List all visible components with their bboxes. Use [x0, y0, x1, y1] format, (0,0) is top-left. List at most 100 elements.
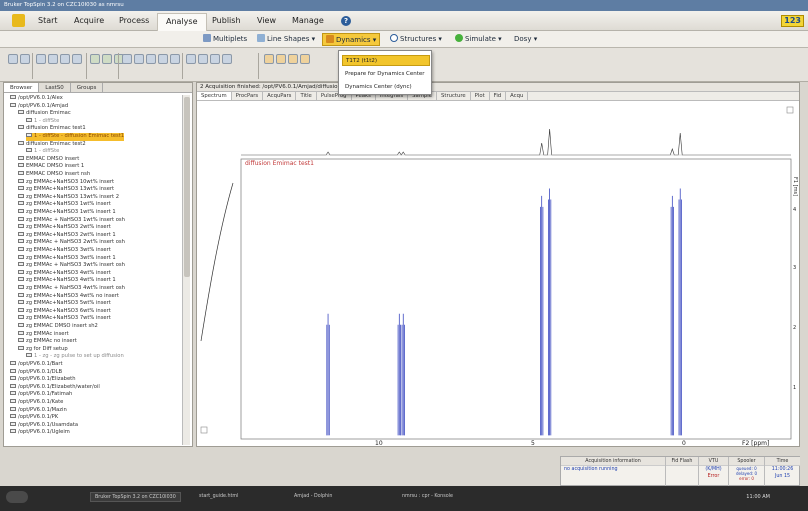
menu-view[interactable]: View — [257, 16, 276, 25]
tree-item[interactable]: zg EMMAc+NaHSO3 1wt% insert 1 — [18, 209, 116, 217]
help-icon[interactable]: ? — [341, 16, 351, 26]
tree-item[interactable]: /opt/PV6.0.1/Mazin — [10, 406, 67, 415]
menu-analyse[interactable]: Analyse — [157, 13, 207, 31]
tree-item[interactable]: /opt/PV6.0.1/DLB — [10, 368, 62, 377]
tree-item[interactable]: /opt/PV6.0.1/Kate — [10, 399, 63, 407]
shift-up-icon[interactable] — [210, 54, 220, 64]
tree-item[interactable]: zg EMMAc+NaHSO3 3wt% insert — [18, 247, 111, 255]
tree-item[interactable]: zg EMMAc+NaHSO3 10wt% insert — [18, 178, 114, 187]
tree-item[interactable]: /opt/PV6.0.1/Ugleim — [10, 429, 70, 437]
tree-item[interactable]: zg EMMAc + NaHSO3 2wt% insert osh — [18, 239, 125, 247]
tree-item[interactable]: diffusion Emimac test1 — [18, 125, 86, 133]
structures-button[interactable]: Structures ▾ — [387, 33, 445, 46]
tree-item[interactable]: /opt/PV6.0.1/Fatimah — [10, 391, 72, 399]
tab-acqupars[interactable]: AcquPars — [263, 92, 297, 100]
calibrate-icon[interactable] — [288, 54, 298, 64]
tab-plot[interactable]: Plot — [471, 92, 490, 100]
reset-icon[interactable] — [36, 54, 46, 64]
tab-peaks[interactable]: Peaks — [352, 92, 376, 100]
tree-item[interactable]: zg EMMAc+NaHSO3 5wt% insert — [18, 300, 111, 308]
menu-publish[interactable]: Publish — [212, 16, 241, 25]
tree-item[interactable]: zg EMMAc no insert — [18, 338, 77, 346]
dynamics-button[interactable]: Dynamics ▾ — [322, 33, 381, 46]
view-d-icon[interactable] — [158, 54, 168, 64]
tab-fid[interactable]: Fid — [490, 92, 507, 100]
spooler-status[interactable]: Spooler queued: 0 delayed: 0 error: 0 — [729, 457, 765, 487]
tab-procpars[interactable]: ProcPars — [232, 92, 264, 100]
multiplets-button[interactable]: Multiplets — [200, 33, 250, 46]
dropdown-dynamics-center[interactable]: Dynamics Center (dync) — [345, 84, 412, 90]
view-a-icon[interactable] — [122, 54, 132, 64]
scale-up-icon[interactable] — [48, 54, 58, 64]
menu-start[interactable]: Start — [38, 16, 58, 25]
tab-groups[interactable]: Groups — [71, 83, 104, 92]
shift-right-icon[interactable] — [198, 54, 208, 64]
save-icon[interactable] — [20, 54, 30, 64]
shift-down-icon[interactable] — [222, 54, 232, 64]
tree-item[interactable]: EMMAC DMSO insert 1 — [18, 163, 84, 171]
tree-item[interactable]: diffusion Emimac test2 — [18, 140, 86, 149]
taskbar-start-guide[interactable]: start_guide.html — [199, 494, 239, 499]
tree-item[interactable]: zg EMMAc+NaHSO3 1wt% insert — [18, 201, 111, 209]
dropdown-t1t2[interactable]: T1T2 (t1t2) — [342, 55, 430, 66]
tab-structure[interactable]: Structure — [437, 92, 471, 100]
tree-item[interactable]: zg EMMAc+NaHSO3 4wt% no insert — [18, 292, 119, 301]
tree-item[interactable]: /opt/PV6.0.1/PK — [10, 414, 58, 422]
open-icon[interactable] — [8, 54, 18, 64]
tree-item[interactable]: EMMAC DMSO insert — [18, 155, 79, 164]
zoom-out-icon[interactable] — [102, 54, 112, 64]
browser-scrollbar[interactable] — [182, 95, 190, 445]
tree-item[interactable]: /opt/PV6.0.1/Elizabeth/water/oil — [10, 383, 100, 392]
tree-item[interactable]: 1 - zg - zg pulse to set up diffusion — [26, 353, 124, 361]
zoom-in-icon[interactable] — [90, 54, 100, 64]
tree-item[interactable]: zg EMMAc+NaHSO3 7wt% insert — [18, 315, 111, 323]
tree-item[interactable]: /opt/PV6.0.1/Bart — [10, 361, 63, 369]
tree-item[interactable]: zg EMMAc + NaHSO3 4wt% insert osh — [18, 285, 125, 293]
tree-item[interactable]: zg EMMAC DMSO insert sh2 — [18, 323, 98, 331]
topspin-logo-icon[interactable] — [12, 14, 25, 27]
view-b-icon[interactable] — [134, 54, 144, 64]
tab-pulseprog[interactable]: PulseProg — [317, 92, 352, 100]
tree-item[interactable]: 1 - diffSte — [26, 148, 59, 156]
tree-item[interactable]: zg EMMAc+NaHSO3 2wt% insert 1 — [18, 231, 116, 240]
view-e-icon[interactable] — [170, 54, 180, 64]
line-shapes-button[interactable]: Line Shapes ▾ — [254, 33, 318, 46]
dosy-button[interactable]: Dosy ▾ — [511, 33, 540, 46]
tree-item[interactable]: zg EMMAc insert — [18, 330, 69, 339]
tab-sample[interactable]: Sample — [408, 92, 438, 100]
baseline-icon[interactable] — [300, 54, 310, 64]
tree-item[interactable]: EMMAC DMSO insert nsh — [18, 171, 90, 179]
tree-item[interactable]: zg EMMAc+NaHSO3 13wt% insert — [18, 186, 114, 194]
tree-item[interactable]: zg EMMAc+NaHSO3 2wt% insert — [18, 224, 111, 232]
tree-item[interactable]: /opt/PV6.0.1/Elizabeth — [10, 376, 76, 384]
scale-x8-icon[interactable] — [72, 54, 82, 64]
tree-item[interactable]: 1 - diffSte — [26, 117, 59, 126]
tab-lasts0[interactable]: LastS0 — [39, 83, 71, 92]
shift-left-icon[interactable] — [186, 54, 196, 64]
simulate-button[interactable]: Simulate ▾ — [452, 33, 505, 46]
tree-item[interactable]: /opt/PV6.0.1/Alex — [10, 95, 63, 103]
integrate-icon[interactable] — [276, 54, 286, 64]
tree-item[interactable]: diffusion Emimac — [18, 110, 71, 118]
spectrum-plot[interactable]: diffusion Emimac test1 10 5 0 F2 [ppm] 4… — [197, 101, 801, 448]
tree-item[interactable]: zg for Diff setup — [18, 345, 68, 354]
tab-spectrum[interactable]: Spectrum — [197, 92, 232, 100]
taskbar-topspin[interactable]: Bruker TopSpin 3.2 on CZC10I030 — [90, 492, 181, 502]
tree-item[interactable]: 1 - diffSte - diffusion Emimac test1 — [26, 133, 125, 141]
tree-item[interactable]: zg EMMAc + NaHSO3 3wt% insert osh — [18, 262, 125, 270]
tree-item[interactable]: zg EMMAc+NaHSO3 4wt% insert — [18, 269, 111, 278]
menu-acquire[interactable]: Acquire — [74, 16, 105, 25]
tab-browser[interactable]: Browser — [4, 83, 40, 92]
tree-item[interactable]: zg EMMAc+NaHSO3 4wt% insert 1 — [18, 277, 116, 285]
tree-item[interactable]: zg EMMAc + NaHSO3 1wt% insert osh — [18, 216, 125, 225]
scale-down-icon[interactable] — [60, 54, 70, 64]
taskbar-dolphin[interactable]: Amjad - Dolphin — [294, 494, 333, 499]
tree-item[interactable]: zg EMMAc+NaHSO3 13wt% insert 2 — [18, 193, 119, 202]
menu-process[interactable]: Process — [119, 16, 150, 25]
tab-title[interactable]: Title — [296, 92, 317, 100]
menu-manage[interactable]: Manage — [292, 16, 324, 25]
dropdown-prepare-dynamics[interactable]: Prepare for Dynamics Center — [345, 71, 425, 77]
tab-acqu[interactable]: Acqu — [506, 92, 529, 100]
taskbar-konsole[interactable]: nmrsu : cpr - Konsole — [402, 494, 453, 499]
scrollbar-thumb[interactable] — [184, 97, 190, 277]
